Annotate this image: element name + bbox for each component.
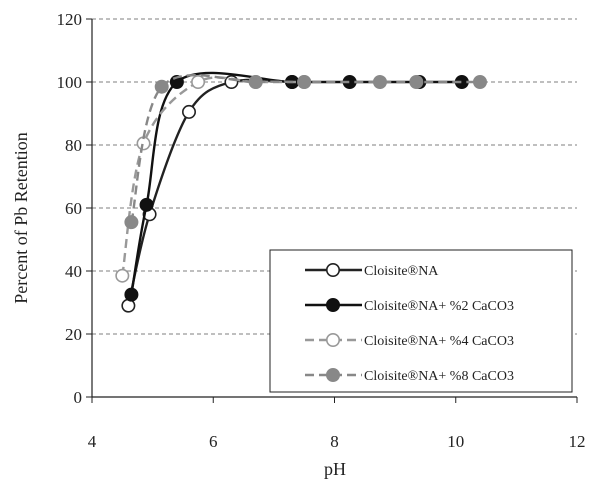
- y-tick-label-4: 80: [65, 136, 82, 155]
- series-2-point-1: [136, 136, 151, 151]
- data-series: [115, 71, 487, 313]
- y-tick-label-0: 0: [74, 388, 83, 407]
- x-tick-label-0: 4: [88, 432, 97, 451]
- series-line-3: [130, 73, 480, 223]
- x-tick-label-2: 8: [330, 432, 339, 451]
- series-3-point-6: [472, 75, 487, 90]
- legend-entry-2: Cloisite®NA+ %4 CaCO3: [305, 332, 514, 349]
- legend-marker-0: [325, 262, 340, 277]
- series-3-point-1: [154, 79, 169, 94]
- x-tick-label-1: 6: [209, 432, 218, 451]
- axes: [86, 18, 578, 403]
- y-tick-label-3: 60: [65, 199, 82, 218]
- legend-label-1: Cloisite®NA+ %2 CaCO3: [364, 299, 514, 314]
- legend-entry-3: Cloisite®NA+ %8 CaCO3: [305, 367, 514, 384]
- series-3: [124, 73, 487, 230]
- legend-label-0: Cloisite®NA: [364, 264, 439, 279]
- legend: Cloisite®NA Cloisite®NA+ %2 CaCO3 Cloisite…: [269, 249, 573, 393]
- series-3-point-3: [297, 75, 312, 90]
- x-axis-title: pH: [324, 459, 346, 479]
- legend-box: [269, 249, 573, 393]
- y-tick-label-6: 120: [57, 10, 83, 29]
- legend-marker-3: [325, 367, 340, 382]
- legend-marker-2: [325, 332, 340, 347]
- legend-entry-0: Cloisite®NA: [305, 262, 439, 279]
- y-tick-label-5: 100: [57, 73, 83, 92]
- series-1-point-0: [124, 287, 139, 302]
- series-line-0: [127, 78, 293, 306]
- series-3-point-0: [124, 215, 139, 230]
- legend-label-3: Cloisite®NA+ %8 CaCO3: [364, 369, 514, 384]
- y-tick-label-2: 40: [65, 262, 82, 281]
- y-tick-label-1: 20: [65, 325, 82, 344]
- series-2-point-0: [115, 268, 130, 283]
- x-tick-label-4: 12: [569, 432, 586, 451]
- series-1-point-1: [139, 197, 154, 212]
- x-tick-label-3: 10: [447, 432, 464, 451]
- legend-entry-1: Cloisite®NA+ %2 CaCO3: [305, 297, 514, 314]
- series-0-point-2: [182, 104, 197, 119]
- series-2-point-2: [191, 75, 206, 90]
- legend-label-2: Cloisite®NA+ %4 CaCO3: [364, 334, 514, 349]
- y-axis-title: Percent of Pb Retention: [11, 132, 31, 303]
- series-3-point-4: [372, 75, 387, 90]
- series-3-point-2: [248, 75, 263, 90]
- series-3-point-5: [409, 75, 424, 90]
- legend-marker-1: [325, 297, 340, 312]
- tick-labels: 0 20 40 60 80 100 120 4 6 8 10 12: [57, 10, 586, 451]
